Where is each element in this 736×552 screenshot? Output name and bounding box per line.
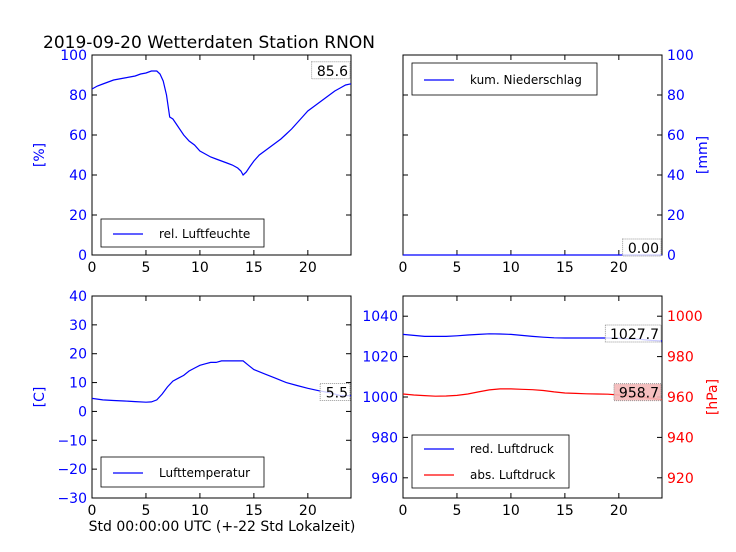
value-label: 0.00 [628, 241, 659, 257]
y-tick-label: 60 [667, 128, 685, 144]
y-tick-label: 40 [69, 168, 87, 184]
x-tick-label: 20 [299, 503, 317, 519]
x-tick-label: 5 [141, 260, 150, 276]
y-tick-label: 80 [667, 88, 685, 104]
value-label-box [604, 324, 662, 343]
x-tick-label: 5 [141, 503, 150, 519]
value-label: 85.6 [317, 64, 348, 80]
panel-temperature: 0 5 10 15 20 −30 −20 −10 0 10 20 30 40 [C] 5.5 Lufttemp… [32, 289, 352, 519]
value-label-box [622, 238, 662, 257]
y-tick-label: −10 [57, 433, 87, 449]
y-axis-label: [%] [32, 143, 48, 167]
y2-tick-label: 940 [667, 430, 694, 446]
y-tick-label: 60 [69, 128, 87, 144]
legend-label: red. Luftdruck [470, 442, 554, 456]
x-tick-label: 10 [502, 260, 520, 276]
x-tick-label: 20 [299, 260, 317, 276]
y-tick-label: 10 [69, 376, 87, 392]
plot-frame [91, 54, 352, 256]
y-tick-label: 80 [69, 88, 87, 104]
y-tick-label: 1020 [362, 350, 398, 366]
x-tick-label: 10 [191, 503, 209, 519]
y-axis-label: [mm] [695, 136, 711, 174]
y2-tick-label: 960 [667, 390, 694, 406]
legend-box [411, 62, 598, 96]
x-tick-label: 10 [502, 503, 520, 519]
x-tick-label: 15 [556, 260, 574, 276]
x-tick-label: 15 [556, 503, 574, 519]
legend-label: Lufttemperatur [159, 466, 250, 480]
y-tick-label: 100 [60, 48, 87, 64]
y-tick-label: 960 [371, 471, 398, 487]
y-tick-label: 1000 [362, 390, 398, 406]
x-tick-label: 15 [245, 260, 263, 276]
y-tick-label: 20 [69, 208, 87, 224]
panel-humidity: 0 5 10 15 20 0 20 40 60 80 100 [%] 85.6 rel. Luftfeuc… [32, 48, 352, 276]
y-tick-label: 0 [667, 248, 676, 264]
value-label: 958.7 [619, 386, 659, 402]
legend-box [100, 456, 265, 488]
y-tick-label: 100 [667, 48, 694, 64]
y-tick-label: 1040 [362, 309, 398, 325]
y-tick-label: 980 [371, 430, 398, 446]
value-label: 5.5 [326, 386, 348, 402]
y-tick-label: 40 [667, 168, 685, 184]
y-tick-label: 30 [69, 318, 87, 334]
figure-title: 2019-09-20 Wetterdaten Station RNON [43, 33, 375, 53]
plot-frame [91, 295, 352, 499]
x-tick-label: 5 [452, 260, 461, 276]
panel-pressure: 0 5 10 15 20 960 980 1000 1020 1040 920 940 960 980 10… [362, 295, 721, 519]
y-axis-label: [hPa] [705, 379, 721, 415]
y2-tick-label: 920 [667, 471, 694, 487]
y-tick-label: 20 [667, 208, 685, 224]
legend-label: abs. Luftdruck [470, 468, 555, 482]
value-label-box [311, 61, 351, 80]
y-axis-label: [C] [32, 387, 48, 408]
y2-tick-label: 1000 [667, 309, 703, 325]
y-tick-label: −20 [57, 462, 87, 478]
panel-precipitation: 0 5 10 15 20 0 20 40 60 80 100 [mm] 0.00 kum. Nieders… [399, 48, 711, 276]
value-label-box [613, 383, 662, 402]
value-label: 1027.7 [610, 327, 659, 343]
x-tick-label: 10 [191, 260, 209, 276]
x-tick-label: 0 [88, 260, 97, 276]
y-tick-label: 0 [78, 404, 87, 420]
y-tick-label: 20 [69, 347, 87, 363]
y-tick-label: −30 [57, 491, 87, 507]
legend-label: rel. Luftfeuchte [159, 227, 250, 241]
x-tick-label: 0 [88, 503, 97, 519]
y2-tick-label: 980 [667, 350, 694, 366]
value-label-box [319, 383, 351, 402]
legend-box [411, 434, 570, 489]
series-line-temperature-0 [91, 360, 351, 403]
x-tick-label: 0 [399, 503, 408, 519]
x-axis-label: Std 00:00:00 UTC (+-22 Std Lokalzeit) [89, 519, 356, 535]
series-line-humidity-0 [91, 70, 352, 176]
x-tick-label: 0 [399, 260, 408, 276]
legend-label: kum. Niederschlag [470, 73, 582, 87]
y-tick-label: 40 [69, 289, 87, 305]
x-tick-label: 20 [610, 260, 628, 276]
y-tick-label: 0 [78, 248, 87, 264]
x-tick-label: 5 [452, 503, 461, 519]
x-tick-label: 15 [245, 503, 263, 519]
legend-box [100, 218, 265, 248]
x-tick-label: 20 [610, 503, 628, 519]
